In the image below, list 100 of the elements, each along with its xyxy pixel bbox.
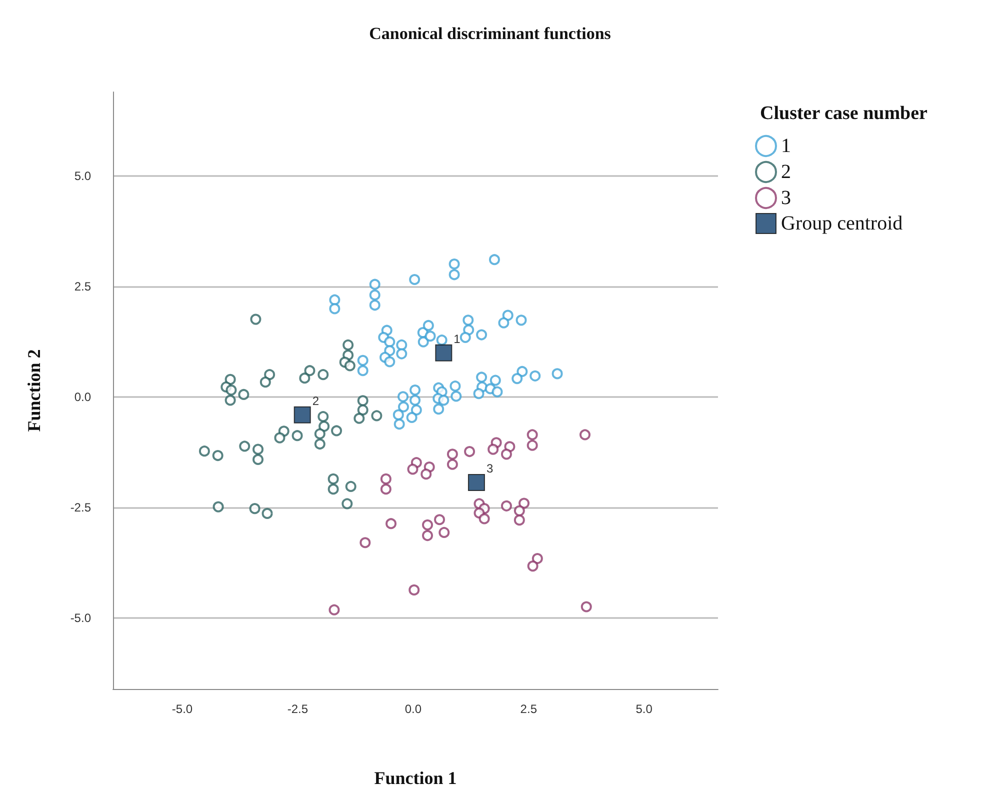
- point: [446, 458, 458, 470]
- point: [386, 518, 397, 530]
- point: [512, 373, 523, 384]
- point: [478, 513, 490, 524]
- point: [406, 412, 418, 423]
- y-tick-label: 5.0: [74, 169, 92, 184]
- point: [526, 429, 538, 440]
- point: [314, 428, 326, 440]
- point: [292, 430, 303, 442]
- point: [488, 444, 499, 455]
- point: [198, 446, 210, 457]
- point: [532, 553, 543, 564]
- point: [476, 329, 488, 340]
- annotation: 3: [486, 461, 494, 476]
- y-tick-label: -2.5: [70, 500, 92, 515]
- point: [252, 444, 264, 455]
- point: [345, 480, 356, 492]
- legend-label: 1: [781, 135, 791, 157]
- x-tick-label: 0.0: [404, 702, 422, 716]
- y-tick-label: 0.0: [74, 390, 92, 404]
- point: [434, 514, 446, 526]
- point: [357, 395, 368, 406]
- point: [360, 537, 371, 548]
- point: [422, 320, 434, 331]
- point: [498, 317, 510, 328]
- point: [342, 498, 353, 510]
- point: [357, 354, 368, 366]
- point: [450, 390, 462, 402]
- point: [260, 376, 271, 388]
- y-tick-label: 2.5: [74, 280, 92, 294]
- point: [516, 314, 527, 326]
- x-tick-label: 2.5: [520, 702, 538, 716]
- point: [408, 584, 420, 596]
- point: [264, 369, 276, 380]
- point: [502, 310, 514, 321]
- point: [384, 356, 396, 368]
- legend-label: 2: [781, 161, 791, 183]
- point: [394, 418, 405, 430]
- point: [433, 404, 444, 415]
- point: [420, 468, 432, 480]
- point: [450, 380, 461, 392]
- annotation: 2: [312, 394, 320, 408]
- point: [418, 336, 429, 348]
- point: [580, 429, 590, 440]
- point: [249, 503, 260, 514]
- point: [328, 484, 339, 495]
- point: [468, 474, 485, 491]
- point: [224, 394, 236, 406]
- point: [328, 604, 340, 616]
- point: [212, 450, 224, 462]
- point: [438, 394, 450, 406]
- point: [410, 384, 421, 396]
- point: [238, 388, 250, 400]
- point: [446, 448, 458, 460]
- chart-title: Canonical discriminant functions: [369, 24, 612, 43]
- point: [407, 464, 418, 475]
- point: [409, 274, 420, 285]
- point: [476, 372, 488, 383]
- point: [526, 440, 538, 451]
- point: [369, 300, 380, 311]
- point: [462, 314, 474, 326]
- x-tick-label: -5.0: [172, 702, 193, 716]
- point: [384, 336, 396, 348]
- point: [294, 406, 311, 424]
- point: [252, 454, 264, 465]
- x-tick-label: 5.0: [636, 702, 653, 716]
- point: [304, 365, 316, 376]
- point: [357, 404, 368, 416]
- point: [527, 560, 538, 572]
- point: [396, 348, 408, 360]
- point: [357, 365, 368, 376]
- point: [354, 412, 365, 424]
- point: [500, 448, 512, 460]
- point: [448, 269, 460, 280]
- point: [329, 303, 340, 314]
- point: [518, 498, 530, 509]
- legend-title: Cluster case number: [760, 103, 928, 124]
- point: [580, 601, 592, 612]
- point: [274, 432, 286, 444]
- point: [460, 332, 471, 343]
- point: [369, 289, 380, 300]
- point: [492, 386, 503, 398]
- point: [436, 334, 448, 346]
- point: [226, 384, 237, 396]
- point: [530, 370, 541, 382]
- point: [371, 410, 382, 422]
- point: [422, 519, 434, 530]
- point: [380, 473, 392, 484]
- point: [392, 409, 404, 420]
- annotation: 1: [454, 332, 461, 346]
- point: [331, 425, 342, 436]
- point: [262, 508, 273, 519]
- y-tick-label: -5.0: [70, 611, 92, 626]
- point: [380, 484, 392, 495]
- point: [369, 278, 380, 290]
- point: [328, 473, 339, 484]
- point: [398, 391, 409, 402]
- point: [422, 530, 434, 542]
- y-axis-title: Function 2: [24, 349, 44, 432]
- point: [514, 505, 525, 516]
